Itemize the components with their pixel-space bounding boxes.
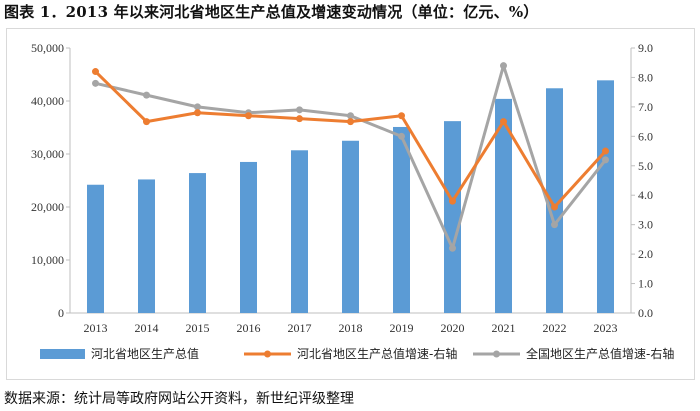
hebei-growth-point-2018 <box>347 118 354 126</box>
x-tick-label-2022: 2022 <box>543 321 567 335</box>
hebei-growth-point-2016 <box>245 112 252 120</box>
legend-label-gdp: 河北省地区生产总值 <box>91 346 199 361</box>
right-y-tick-label: 7.0 <box>638 100 653 114</box>
line-series <box>92 62 609 252</box>
bar-2014 <box>138 179 155 313</box>
legend-marker-hebei-growth <box>264 350 271 358</box>
hebei-growth-point-2017 <box>296 115 303 123</box>
hebei-growth-point-2013 <box>92 68 99 76</box>
right-y-tick-label: 1.0 <box>638 277 653 291</box>
legend-label-national-growth: 全国地区生产总值增速-右轴 <box>526 346 674 361</box>
x-tick-label-2014: 2014 <box>135 321 159 335</box>
national-growth-point-2018 <box>347 112 354 120</box>
figure-title: 图表 1．2013 年以来河北省地区生产总值及增速变动情况（单位：亿元、%） <box>4 3 539 21</box>
x-tick-label-2017: 2017 <box>288 321 312 335</box>
left-y-tick-label: 50,000 <box>31 41 64 55</box>
national-growth-point-2014 <box>143 91 150 99</box>
national-growth-point-2015 <box>194 103 201 111</box>
legend-marker-national-growth <box>493 350 500 358</box>
national-growth-point-2021 <box>500 62 507 70</box>
x-tick-label-2013: 2013 <box>84 321 108 335</box>
hebei-growth-point-2015 <box>194 109 201 117</box>
right-y-tick-label: 9.0 <box>638 41 653 55</box>
bar-2016 <box>240 161 257 313</box>
x-tick-label-2015: 2015 <box>186 321 210 335</box>
hebei-growth-point-2020 <box>449 197 456 205</box>
hebei-growth-point-2022 <box>551 203 558 211</box>
hebei-growth-point-2023 <box>602 147 609 155</box>
chart-area: 0 10,000 20,000 30,000 40,000 50,000 0.0 1.0 2.0… <box>6 28 695 380</box>
x-tick-label-2016: 2016 <box>237 321 261 335</box>
hebei-growth-point-2014 <box>143 118 150 126</box>
legend-swatch-gdp <box>40 349 85 359</box>
right-y-tick-label: 6.0 <box>638 129 653 143</box>
left-y-tick-label: 30,000 <box>31 147 64 161</box>
left-y-tick-label: 20,000 <box>31 200 64 214</box>
left-y-tick-label: 40,000 <box>31 94 64 108</box>
national-growth-point-2023 <box>602 156 609 164</box>
hebei-growth-point-2019 <box>398 112 405 120</box>
national-growth-point-2013 <box>92 79 99 87</box>
bar-2021 <box>495 98 512 313</box>
right-y-tick-label: 3.0 <box>638 218 653 232</box>
bar-2013 <box>87 184 104 313</box>
bar-2022 <box>546 88 563 313</box>
right-y-tick-label: 2.0 <box>638 247 653 261</box>
axes: 0 10,000 20,000 30,000 40,000 50,000 0.0 1.0 2.0… <box>31 41 653 335</box>
x-tick-label-2021: 2021 <box>492 321 516 335</box>
bar-2019 <box>393 126 410 313</box>
legend: 河北省地区生产总值 河北省地区生产总值增速-右轴 全国地区生产总值增速-右轴 <box>40 346 674 361</box>
legend-label-hebei-growth: 河北省地区生产总值增速-右轴 <box>297 346 457 361</box>
bar-2018 <box>342 140 359 313</box>
bar-2015 <box>189 173 206 313</box>
x-tick-label-2018: 2018 <box>339 321 363 335</box>
national-growth-point-2017 <box>296 106 303 114</box>
bar-2017 <box>291 150 308 313</box>
right-y-tick-label: 8.0 <box>638 70 653 84</box>
left-y-tick-label: 10,000 <box>31 253 64 267</box>
hebei-growth-point-2021 <box>500 118 507 126</box>
bar-2020 <box>444 121 461 313</box>
national-growth-point-2019 <box>398 132 405 140</box>
bar-series <box>87 80 614 313</box>
bar-2023 <box>597 80 614 313</box>
national-growth-point-2022 <box>551 221 558 229</box>
left-y-tick-label: 0 <box>58 306 64 320</box>
x-tick-label-2023: 2023 <box>594 321 618 335</box>
right-y-tick-label: 4.0 <box>638 188 653 202</box>
x-tick-label-2019: 2019 <box>390 321 414 335</box>
data-source-note: 数据来源：统计局等政府网站公开资料，新世纪评级整理 <box>4 391 354 407</box>
right-y-tick-label: 5.0 <box>638 159 653 173</box>
right-y-tick-label: 0.0 <box>638 306 653 320</box>
x-tick-label-2020: 2020 <box>441 321 465 335</box>
national-growth-point-2020 <box>449 244 456 252</box>
combo-chart: 0 10,000 20,000 30,000 40,000 50,000 0.0 1.0 2.0… <box>31 41 674 361</box>
